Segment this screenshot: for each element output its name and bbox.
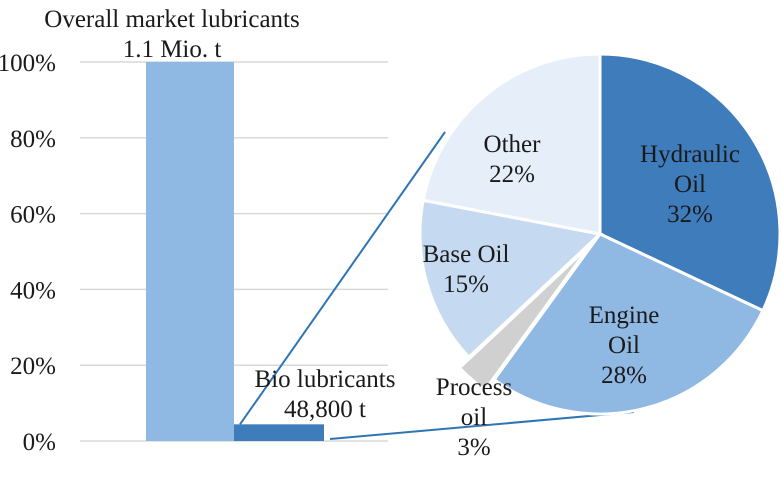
- y-tick-label: 40%: [10, 277, 56, 304]
- bar-bio-lubricants: [234, 424, 324, 441]
- pie-label-hydraulic-oil: Hydraulic Oil 32%: [640, 141, 740, 228]
- y-tick-label: 100%: [0, 50, 56, 77]
- y-tick-label: 0%: [23, 429, 56, 456]
- pie: [418, 52, 782, 416]
- pie-label-process-oil: Process oil 3%: [436, 374, 512, 461]
- y-axis-ticks: 0% 20% 40% 60% 80% 100%: [0, 50, 56, 456]
- y-tick-label: 60%: [10, 202, 56, 229]
- pie-label-other: Other 22%: [484, 131, 542, 188]
- pie-slice-other: [421, 52, 602, 236]
- y-tick-label: 80%: [10, 126, 56, 153]
- y-tick-label: 20%: [10, 353, 56, 380]
- pie-label-engine-oil: Engine Oil 28%: [589, 302, 660, 389]
- pie-slice-base-oil: [418, 198, 604, 360]
- bar-data-label: Overall market lubricants 1.1 Mio. t: [44, 6, 299, 63]
- bars: [146, 62, 324, 441]
- connector-lines: [239, 131, 635, 440]
- pie-slice-hydraulic-oil: [598, 52, 782, 313]
- pie-slice-engine-oil: [492, 232, 765, 416]
- data-labels: Overall market lubricants 1.1 Mio. t Bio l…: [44, 6, 740, 461]
- connector-line-bottom: [329, 411, 635, 440]
- pie-label-base-oil: Base Oil 15%: [423, 241, 510, 298]
- connector-line-top: [239, 131, 446, 425]
- bar-data-label: Bio lubricants 48,800 t: [255, 366, 396, 423]
- pie-slice-process-oil: [457, 243, 592, 393]
- bar-overall-market-lubricants: [146, 62, 234, 441]
